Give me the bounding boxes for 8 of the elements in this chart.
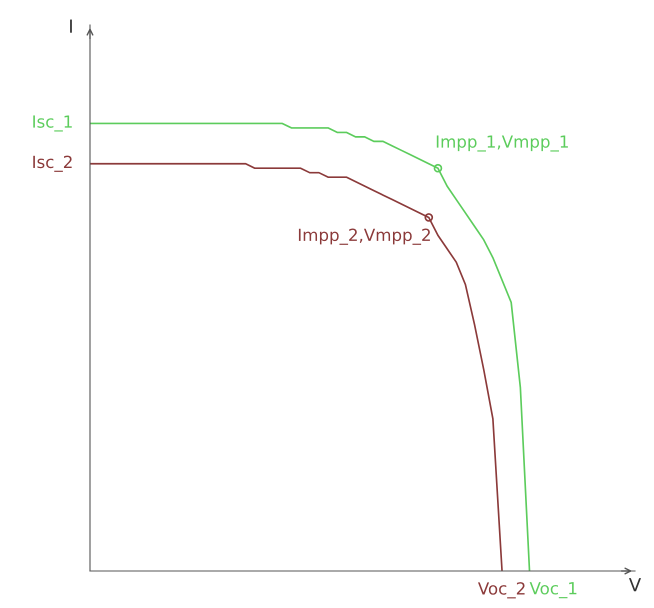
text: Voc_1 [530, 582, 576, 598]
annotation: Impp_1,Vmpp_1 [436, 135, 568, 152]
text: Isc_1 [33, 115, 72, 132]
text: Voc_2 [478, 582, 525, 598]
text: I [70, 20, 72, 33]
text: Isc_2 [33, 156, 72, 172]
text: V [628, 578, 642, 592]
annotation: Impp_2,Vmpp_2 [298, 228, 430, 245]
